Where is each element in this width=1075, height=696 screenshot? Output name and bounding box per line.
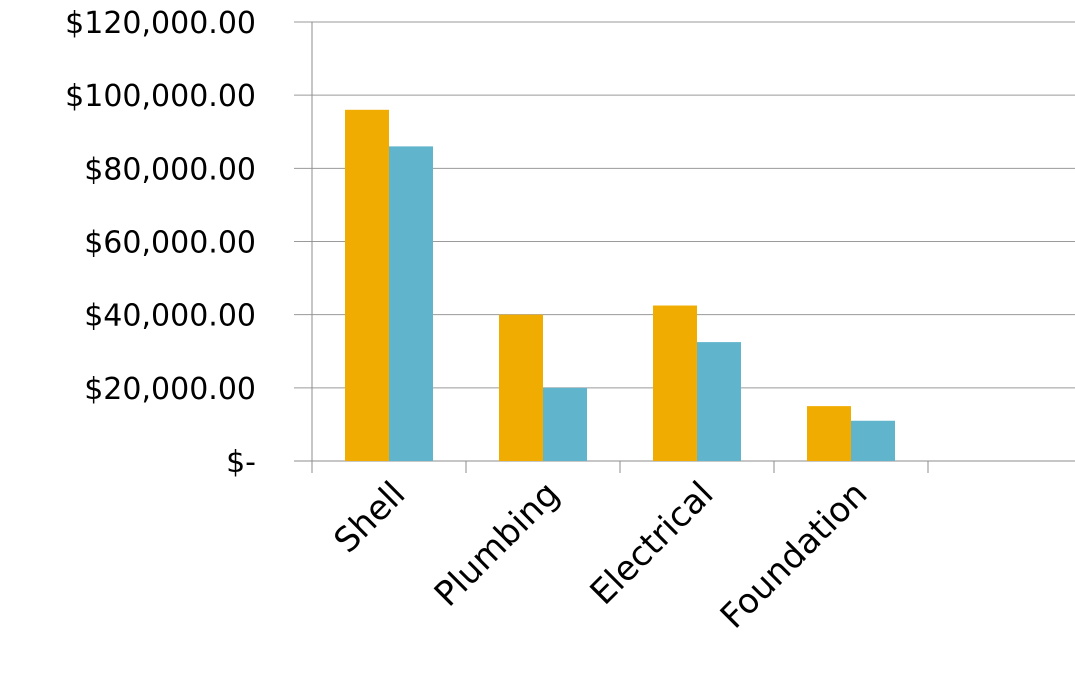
x-tick-label: Foundation [713, 474, 875, 636]
bar-series-1-foundation [807, 406, 851, 461]
y-tick-label: $20,000.00 [84, 372, 256, 407]
y-tick-label: $40,000.00 [84, 299, 256, 334]
bar-series-2-shell [389, 146, 433, 461]
y-tick-label: $- [226, 445, 256, 480]
y-tick-label: $80,000.00 [84, 152, 256, 187]
y-tick-label: $100,000.00 [65, 79, 256, 114]
bar-series-1-plumbing [499, 314, 543, 461]
y-tick-label: $60,000.00 [84, 226, 256, 261]
y-tick-label: $120,000.00 [65, 6, 256, 41]
bar-series-2-electrical [697, 342, 741, 461]
bar-series-1-shell [345, 109, 389, 462]
bar-series-1-electrical [653, 305, 697, 461]
x-tick-label: Plumbing [427, 474, 568, 615]
bar-series-2-plumbing [543, 387, 587, 461]
x-tick-label: Shell [326, 474, 413, 561]
bar-series-2-foundation [851, 420, 895, 461]
x-tick-label: Electrical [583, 474, 722, 613]
